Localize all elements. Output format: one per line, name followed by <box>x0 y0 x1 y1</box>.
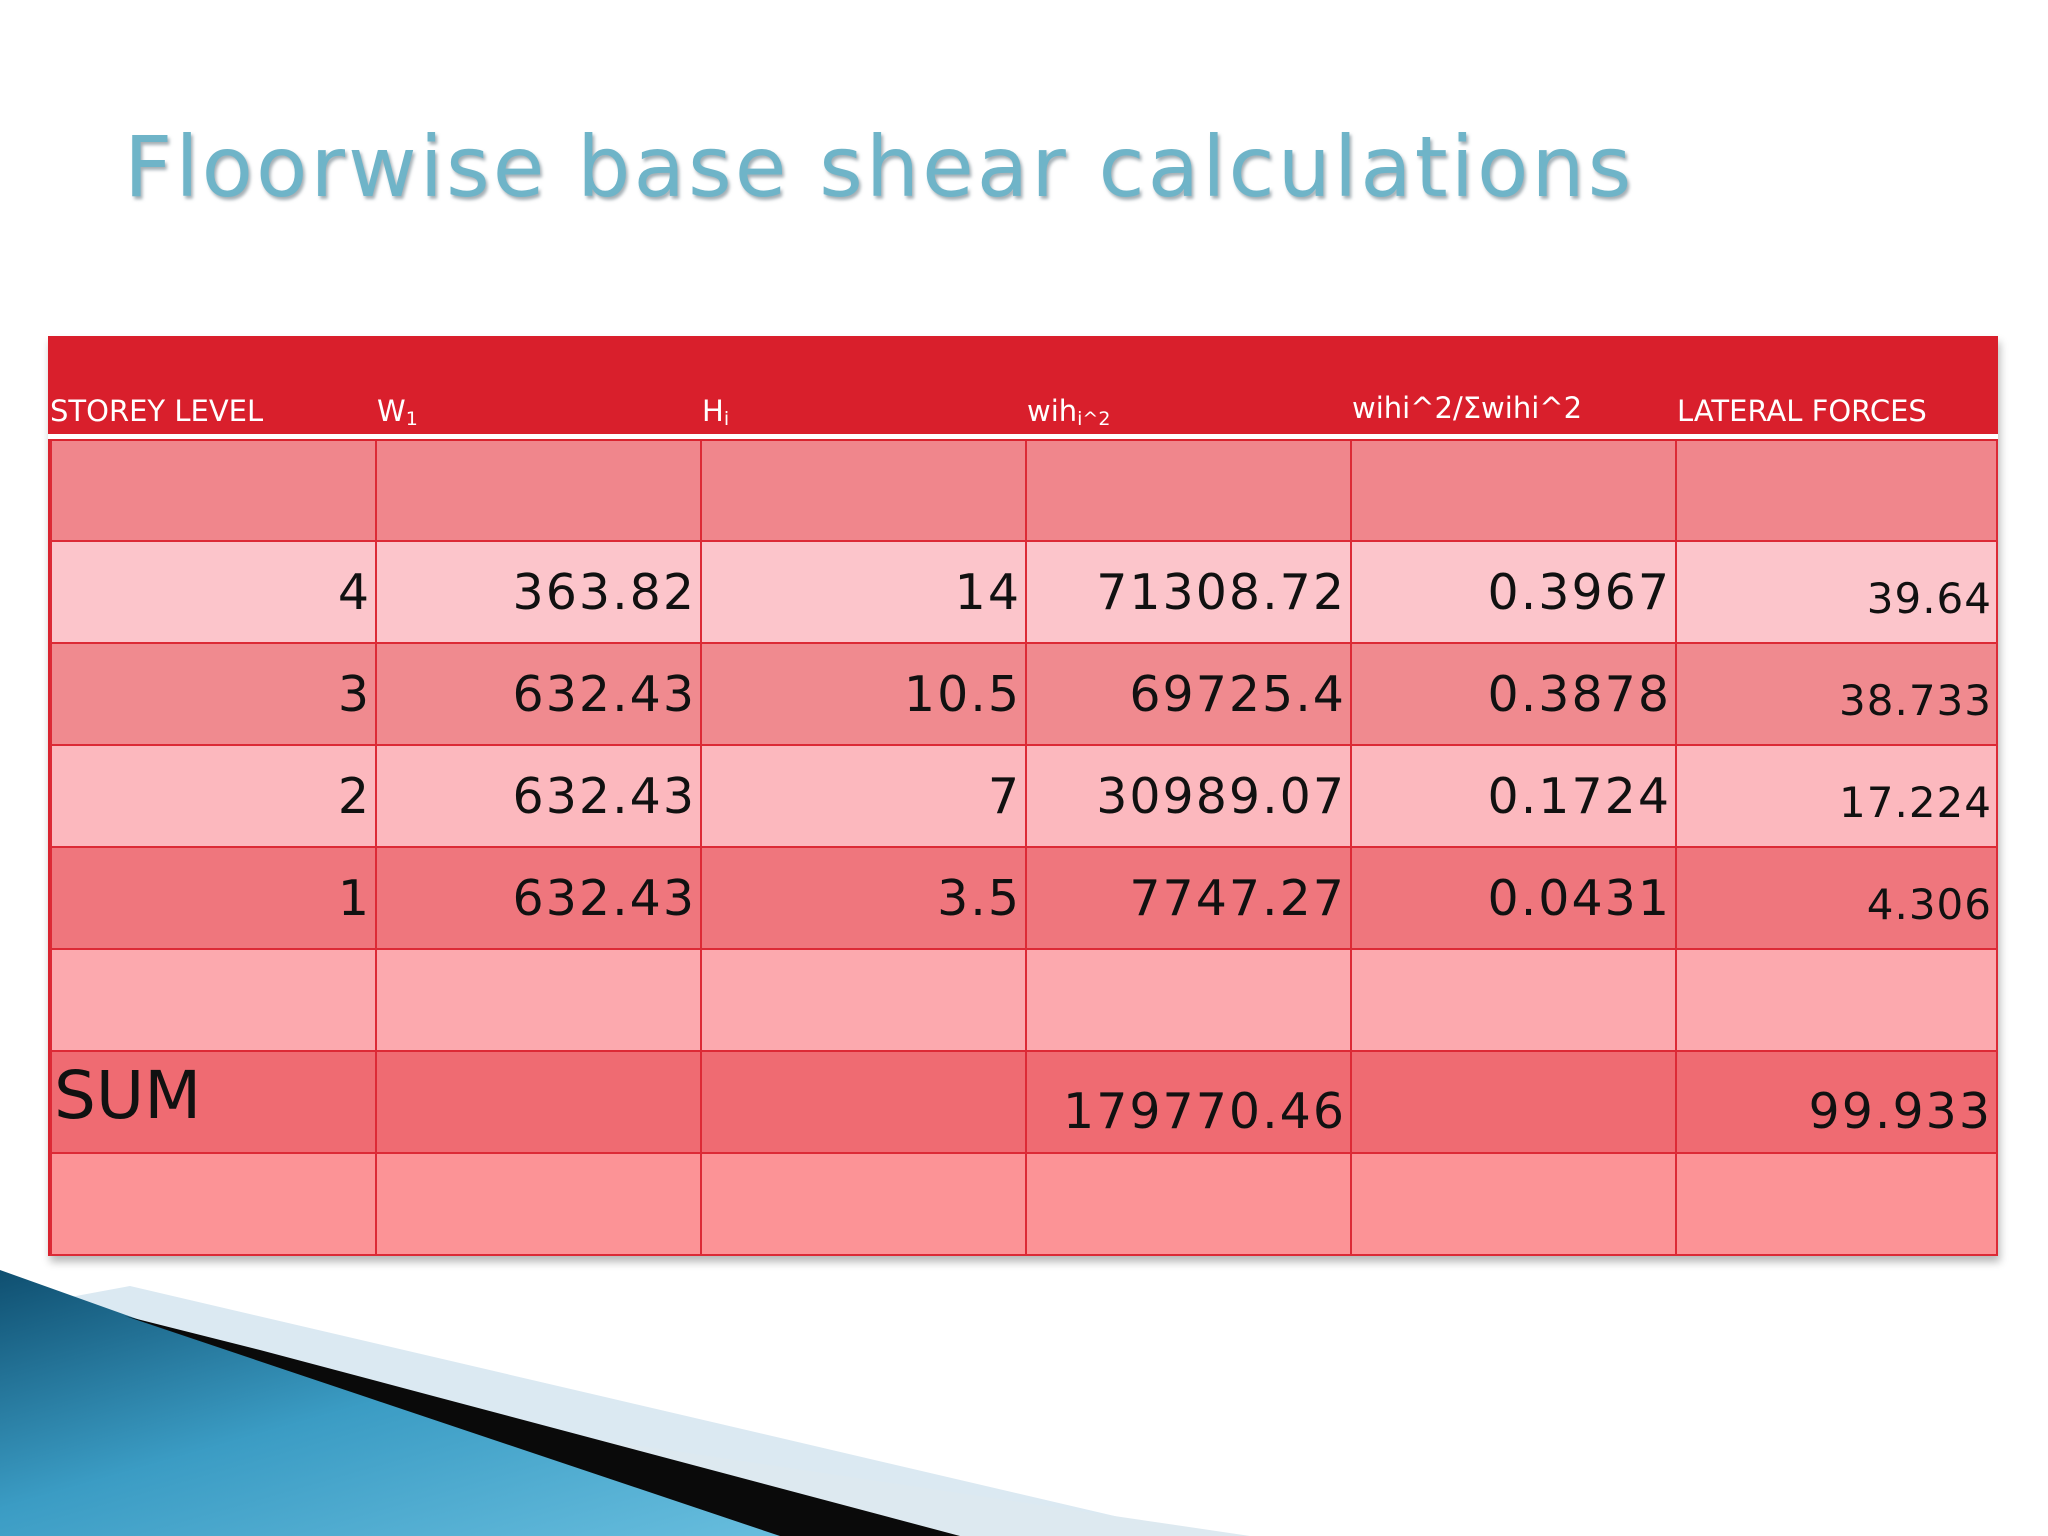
cell-ratio: 0.3878 <box>1350 642 1677 746</box>
cell-storey <box>50 441 377 542</box>
cell-weight: 632.43 <box>375 642 702 746</box>
cell-height <box>700 441 1027 542</box>
sum-row: SUM 179770.46 99.933 <box>50 1050 1998 1154</box>
header-wihi2: wihi^2 <box>1027 394 1111 430</box>
header-ratio: wihi^2/Σwihi^2 <box>1352 391 1583 425</box>
table-row <box>50 1152 1998 1256</box>
sum-lateral-forces: 99.933 <box>1675 1050 1998 1154</box>
cell-ratio <box>1350 441 1677 542</box>
table-row <box>50 441 1998 542</box>
cell-weight <box>375 1152 702 1256</box>
cell-height: 3.5 <box>700 846 1027 950</box>
cell-lateral-force: 39.64 <box>1675 540 1998 644</box>
cell-lateral-force: 17.224 <box>1675 744 1998 848</box>
cell-weight: 632.43 <box>375 846 702 950</box>
cell-wihi2 <box>1025 1152 1352 1256</box>
cell-height: 10.5 <box>700 642 1027 746</box>
cell-wihi2: 7747.27 <box>1025 846 1352 950</box>
cell-lateral-force: 38.733 <box>1675 642 1998 746</box>
cell-storey: 1 <box>50 846 377 950</box>
sum-label: SUM <box>50 1050 377 1154</box>
cell-height <box>700 1050 1027 1154</box>
header-height: Hi <box>702 394 730 430</box>
table-row: 2 632.43 7 30989.07 0.1724 17.224 <box>50 744 1998 848</box>
cell-height <box>700 1152 1027 1256</box>
cell-wihi2: 30989.07 <box>1025 744 1352 848</box>
slide-title: Floorwise base shear calculations <box>124 118 1635 216</box>
cell-height: 7 <box>700 744 1027 848</box>
cell-weight <box>375 441 702 542</box>
table-row: 3 632.43 10.5 69725.4 0.3878 38.733 <box>50 642 1998 746</box>
table-row: 1 632.43 3.5 7747.27 0.0431 4.306 <box>50 846 1998 950</box>
cell-weight: 363.82 <box>375 540 702 644</box>
cell-ratio: 0.0431 <box>1350 846 1677 950</box>
cell-storey <box>50 1152 377 1256</box>
decorative-swoosh <box>0 1270 1250 1536</box>
cell-ratio: 0.3967 <box>1350 540 1677 644</box>
cell-lateral-force <box>1675 441 1998 542</box>
cell-wihi2: 69725.4 <box>1025 642 1352 746</box>
cell-storey <box>50 948 377 1052</box>
table-header-row: STOREY LEVEL W1 Hi wihi^2 wihi^2/Σwihi^2… <box>48 336 1998 434</box>
cell-weight: 632.43 <box>375 744 702 848</box>
cell-ratio <box>1350 1050 1677 1154</box>
cell-storey: 3 <box>50 642 377 746</box>
header-weight: W1 <box>377 394 418 430</box>
cell-wihi2: 71308.72 <box>1025 540 1352 644</box>
cell-height <box>700 948 1027 1052</box>
cell-height: 14 <box>700 540 1027 644</box>
cell-weight <box>375 1050 702 1154</box>
cell-storey: 4 <box>50 540 377 644</box>
cell-lateral-force: 4.306 <box>1675 846 1998 950</box>
cell-lateral-force <box>1675 1152 1998 1256</box>
cell-lateral-force <box>1675 948 1998 1052</box>
table-row: 4 363.82 14 71308.72 0.3967 39.64 <box>50 540 1998 644</box>
sum-wihi2: 179770.46 <box>1025 1050 1352 1154</box>
table-body: 4 363.82 14 71308.72 0.3967 39.64 3 632.… <box>48 439 1998 1256</box>
table-row <box>50 948 1998 1052</box>
cell-ratio <box>1350 1152 1677 1256</box>
cell-storey: 2 <box>50 744 377 848</box>
header-lateral-forces: LATERAL FORCES <box>1677 394 1927 428</box>
cell-weight <box>375 948 702 1052</box>
cell-ratio <box>1350 948 1677 1052</box>
header-divider <box>48 434 1998 439</box>
base-shear-table: STOREY LEVEL W1 Hi wihi^2 wihi^2/Σwihi^2… <box>48 336 1998 1256</box>
data-grid: 4 363.82 14 71308.72 0.3967 39.64 3 632.… <box>50 441 1998 1256</box>
header-storey-level: STOREY LEVEL <box>50 394 264 428</box>
cell-wihi2 <box>1025 948 1352 1052</box>
cell-ratio: 0.1724 <box>1350 744 1677 848</box>
cell-wihi2 <box>1025 441 1352 542</box>
